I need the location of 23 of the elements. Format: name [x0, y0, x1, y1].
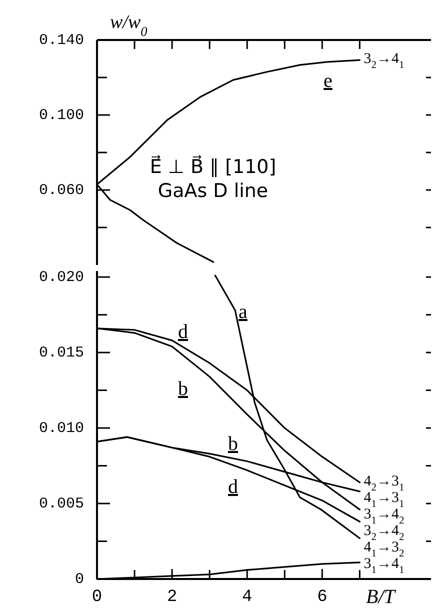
- y-tick-label: 0.060: [38, 182, 84, 199]
- annotation: b: [228, 432, 238, 455]
- legend-label: 3$_{2}$→4$_{1}$: [364, 52, 404, 71]
- y-tick-label: 0.010: [38, 420, 84, 437]
- x-axis-title: B/T: [366, 586, 397, 608]
- annotation: e: [324, 70, 333, 92]
- annotation: d: [228, 476, 238, 498]
- x-tick-label: 4: [242, 588, 252, 607]
- x-tick-label: 6: [317, 588, 328, 607]
- x-tick-label: 0: [92, 588, 102, 607]
- y-tick-label: 0.100: [38, 106, 84, 124]
- y-tick-label: 0.005: [38, 495, 84, 512]
- y-tick-label: 0.020: [38, 269, 84, 286]
- annotation: E⃗ ⊥ B⃗ ∥ [110]: [150, 154, 276, 178]
- x-tick-label: 2: [166, 588, 178, 607]
- y-axis-title: w/w$_{0}$: [110, 12, 148, 38]
- y-tick-label: 0.140: [38, 32, 84, 49]
- annotation: b: [178, 378, 188, 400]
- annotation: GaAs D line: [158, 180, 268, 202]
- y-tick-label: 0: [74, 570, 84, 588]
- annotation: a: [238, 300, 248, 323]
- y-tick-label: 0.015: [38, 344, 84, 362]
- annotation: d: [178, 320, 188, 343]
